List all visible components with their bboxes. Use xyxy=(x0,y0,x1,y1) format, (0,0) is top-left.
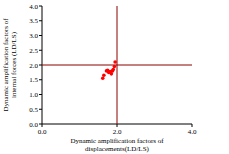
chart: 0.00.51.01.52.02.53.03.54.00.02.04.0Dyna… xyxy=(0,0,229,154)
y-tick-label: 2.5 xyxy=(29,47,38,55)
y-axis-label: Dynamic amplification factors of xyxy=(2,18,10,112)
x-tick-label: 2.0 xyxy=(113,128,122,136)
y-tick xyxy=(39,35,42,36)
reference-vline xyxy=(117,6,118,124)
point xyxy=(113,60,117,64)
y-tick xyxy=(39,6,42,7)
y-tick-label: 3.5 xyxy=(29,17,38,25)
y-tick-label: 3.0 xyxy=(29,32,38,40)
x-tick-label: 0.0 xyxy=(38,128,47,136)
point xyxy=(113,65,117,69)
y-tick-label: 1.0 xyxy=(29,91,38,99)
x-tick xyxy=(42,124,43,127)
y-tick xyxy=(39,94,42,95)
y-tick-label: 4.0 xyxy=(29,3,38,11)
x-tick xyxy=(192,124,193,127)
y-tick-label: 2.0 xyxy=(29,62,38,70)
y-tick xyxy=(39,20,42,21)
x-axis-label: Dynamic amplification factors of xyxy=(70,137,164,145)
y-tick-label: 1.5 xyxy=(29,76,38,84)
y-tick xyxy=(39,79,42,80)
plot-area xyxy=(42,6,192,124)
point xyxy=(102,74,106,78)
x-axis-label: displacements(LD/LS) xyxy=(85,145,149,153)
y-tick xyxy=(39,50,42,51)
y-tick-label: 0.5 xyxy=(29,106,38,114)
y-tick xyxy=(39,109,42,110)
x-tick xyxy=(117,124,118,127)
x-tick-label: 4.0 xyxy=(188,128,197,136)
y-tick xyxy=(39,65,42,66)
y-axis-label: internal forces (LD/LS) xyxy=(10,31,18,98)
